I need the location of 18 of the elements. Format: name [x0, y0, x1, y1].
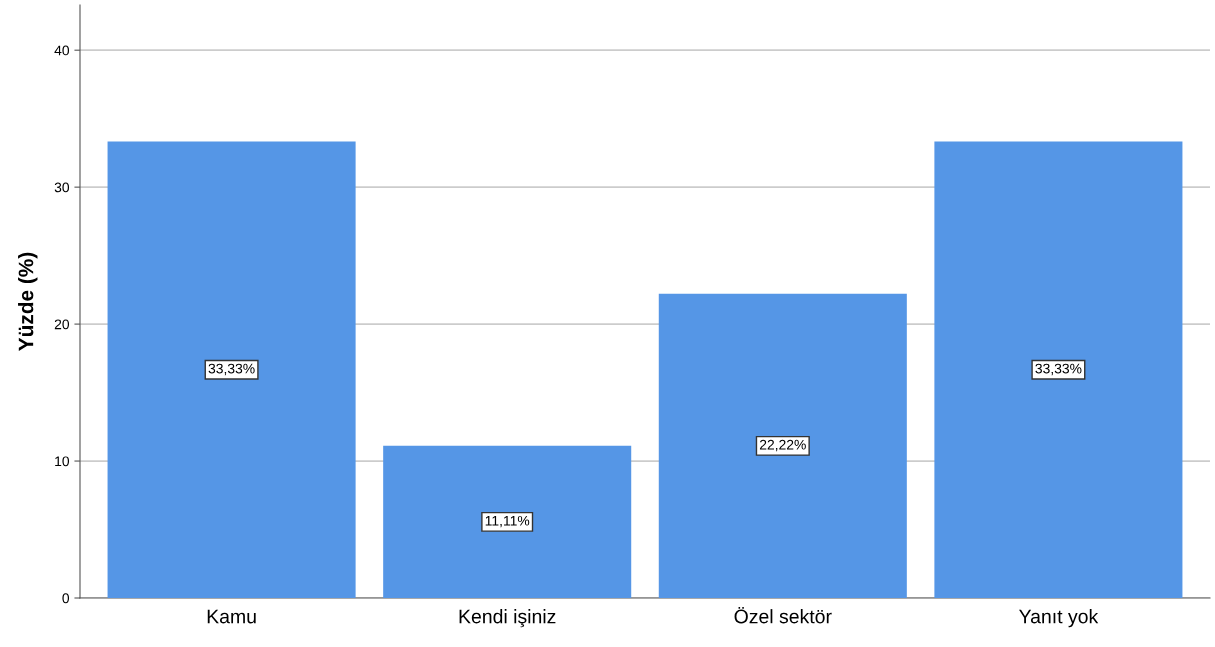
y-tick-label: 30	[54, 182, 70, 193]
x-tick-label: Yanıt yok	[1019, 609, 1099, 628]
x-tick-label: Özel sektör	[734, 606, 832, 624]
bar	[107, 141, 356, 598]
data-label: 11,11%	[485, 515, 530, 528]
y-tick-label: 20	[54, 319, 70, 330]
bar	[658, 293, 907, 598]
y-tick-label: 40	[54, 45, 70, 56]
y-axis-title: Yüzde (%)	[18, 252, 38, 351]
bar	[934, 141, 1183, 598]
data-label: 22,22%	[759, 439, 806, 452]
y-tick-label: 10	[55, 456, 70, 467]
x-tick-label: Kendi işiniz	[459, 609, 556, 628]
x-tick-label: Kamu	[207, 609, 256, 624]
data-label: 33,33%	[1035, 363, 1082, 376]
data-label: 33,33%	[208, 363, 255, 376]
bar	[383, 445, 632, 598]
y-tick-label: 0	[62, 593, 70, 604]
